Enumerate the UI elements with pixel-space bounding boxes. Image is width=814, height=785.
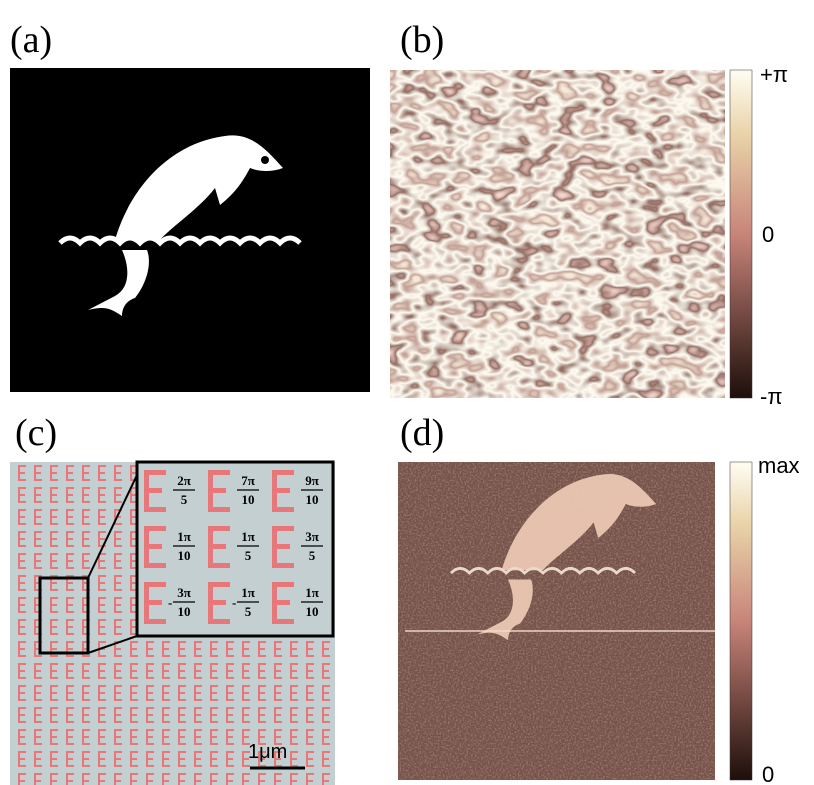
e-antenna [272, 600, 290, 605]
e-antenna [272, 488, 290, 493]
target-image [10, 68, 370, 392]
fraction-numerator: 9π [305, 473, 319, 488]
colorbar [730, 462, 752, 780]
fraction-denominator: 10 [178, 604, 191, 619]
fraction-denominator: 10 [306, 492, 319, 507]
e-antenna [208, 470, 230, 475]
e-antenna [208, 526, 230, 531]
e-antenna [272, 582, 294, 587]
e-antenna [144, 470, 166, 475]
e-antenna [272, 544, 290, 549]
fraction-sign: - [168, 595, 172, 610]
fraction-denominator: 10 [242, 492, 255, 507]
fraction-numerator: 1π [241, 585, 255, 600]
e-antenna [272, 619, 294, 624]
colorbar-label: -π [760, 384, 783, 409]
colorbar-label: 0 [762, 762, 774, 785]
fraction-numerator: 1π [241, 529, 255, 544]
e-antenna [208, 563, 230, 568]
fraction-numerator: 3π [305, 529, 319, 544]
colorbar [730, 70, 752, 398]
fraction-denominator: 10 [306, 604, 319, 619]
fraction-numerator: 1π [305, 585, 319, 600]
panel-label: (d) [400, 412, 444, 454]
colorbar-label: max [758, 453, 800, 478]
fraction-numerator: 3π [177, 585, 191, 600]
e-antenna [272, 526, 294, 531]
fraction-denominator: 5 [245, 548, 252, 563]
fraction-numerator: 2π [177, 473, 191, 488]
colorbar-label: 0 [762, 222, 774, 247]
e-antenna [208, 619, 230, 624]
e-antenna [144, 563, 166, 568]
fraction-numerator: 1π [177, 529, 191, 544]
fraction-denominator: 5 [181, 492, 188, 507]
e-antenna [272, 470, 294, 475]
e-antenna [144, 507, 166, 512]
e-antenna [272, 563, 294, 568]
figure: (a) (b) +π 0 -π (c) 2π 5 7π 10 9π 10 1π 10 1π 5 3π… [0, 0, 814, 785]
e-antenna [144, 526, 166, 531]
e-antenna [208, 488, 226, 493]
e-antenna [144, 582, 166, 587]
panel-label: (a) [10, 19, 52, 61]
panel-label: (c) [15, 412, 57, 454]
e-antenna [144, 619, 166, 624]
colorbar-label: +π [760, 62, 788, 87]
fraction-numerator: 7π [241, 473, 255, 488]
panel-label: (b) [400, 19, 444, 61]
fraction-denominator: 5 [245, 604, 252, 619]
e-antenna [144, 488, 162, 493]
phase-map [390, 70, 725, 398]
e-antenna [272, 507, 294, 512]
fraction-denominator: 10 [178, 548, 191, 563]
e-antenna [208, 600, 226, 605]
e-antenna [208, 507, 230, 512]
e-antenna [208, 544, 226, 549]
e-antenna [208, 582, 230, 587]
e-antenna [144, 544, 162, 549]
fraction-sign: - [232, 595, 236, 610]
fraction-denominator: 5 [309, 548, 316, 563]
e-antenna [144, 600, 162, 605]
scale-bar-label: 1μm [248, 741, 287, 763]
